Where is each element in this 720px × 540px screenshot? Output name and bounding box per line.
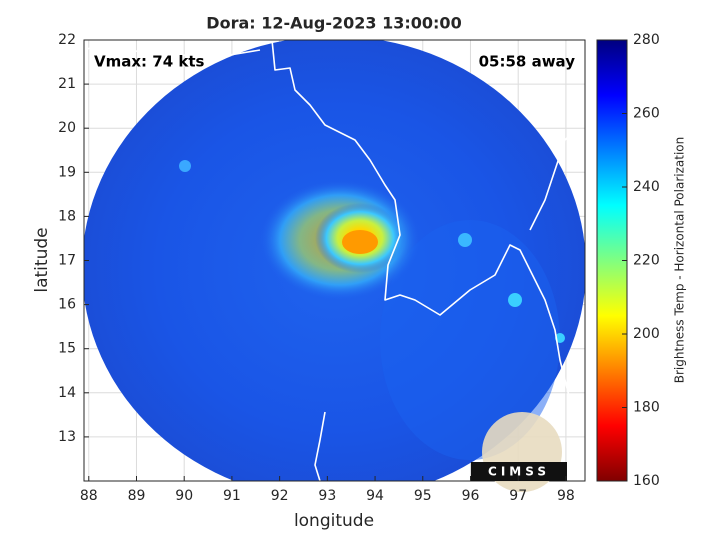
- y-axis-label: latitude: [32, 227, 52, 292]
- y-tick-label: 22: [58, 32, 76, 48]
- colorbar-tick-label: 160: [633, 473, 660, 489]
- chart-title: Dora: 12-Aug-2023 13:00:00: [206, 14, 461, 33]
- colorbar-tick-label: 180: [633, 400, 660, 416]
- colorbar-tick-label: 220: [633, 253, 660, 269]
- y-tick-label: 13: [58, 429, 76, 445]
- y-tick-label: 21: [58, 76, 76, 92]
- colorbar-tick-label: 260: [633, 106, 660, 122]
- x-tick-label: 92: [271, 488, 289, 504]
- colorbar-tick-label: 200: [633, 326, 660, 342]
- x-tick-label: 96: [462, 488, 480, 504]
- x-tick-label: 94: [366, 488, 384, 504]
- x-tick-label: 97: [509, 488, 527, 504]
- swath-image: [84, 40, 585, 481]
- y-tick-label: 16: [58, 297, 76, 313]
- y-tick-label: 19: [58, 164, 76, 180]
- logo: CIMSS: [471, 412, 567, 492]
- x-axis-label: longitude: [294, 511, 374, 531]
- logo-text: CIMSS: [488, 465, 550, 479]
- annotation: Vmax: 74 kts: [94, 53, 204, 71]
- colorbar-tick-label: 280: [633, 32, 660, 48]
- x-tick-label: 89: [128, 488, 146, 504]
- x-tick-label: 93: [318, 488, 336, 504]
- y-tick-label: 20: [58, 120, 76, 136]
- x-tick-label: 88: [80, 488, 98, 504]
- y-tick-label: 15: [58, 341, 76, 357]
- x-tick-label: 90: [175, 488, 193, 504]
- y-tick-label: 18: [58, 208, 76, 224]
- annotation: 05:58 away: [479, 53, 576, 71]
- y-tick-label: 17: [58, 253, 76, 269]
- y-tick-label: 14: [58, 385, 76, 401]
- colorbar-label: Brightness Temp - Horizontal Polarizatio…: [673, 137, 687, 384]
- x-tick-label: 95: [414, 488, 432, 504]
- x-tick-label: 98: [557, 488, 575, 504]
- x-tick-label: 91: [223, 488, 241, 504]
- colorbar-tick-label: 240: [633, 179, 660, 195]
